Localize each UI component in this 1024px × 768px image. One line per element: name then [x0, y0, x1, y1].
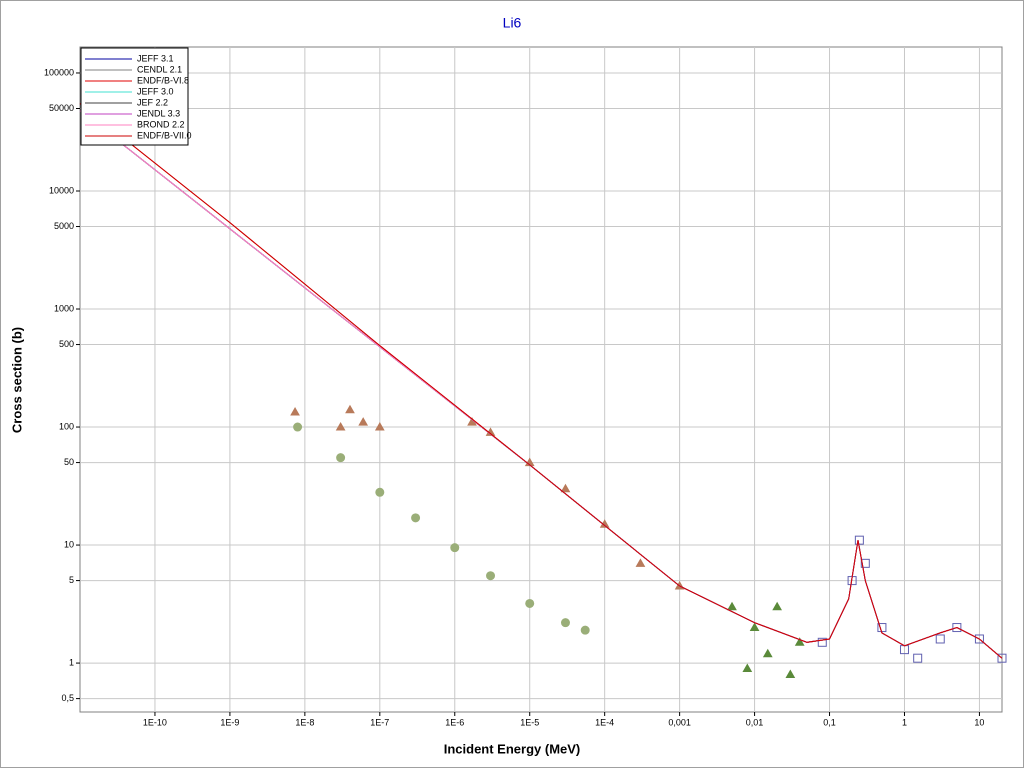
- x-tick-label: 1E-10: [143, 717, 167, 727]
- x-tick-label: 1: [902, 717, 907, 727]
- legend-label: JENDL 3.3: [137, 108, 180, 118]
- legend-label: BROND 2.2: [137, 119, 185, 129]
- y-tick-label: 1000: [54, 303, 74, 313]
- data-point: [749, 622, 760, 632]
- y-tick-label: 10: [64, 539, 74, 549]
- data-point: [375, 487, 385, 497]
- x-tick-label: 1E-6: [445, 717, 464, 727]
- data-point: [374, 422, 385, 431]
- legend-label: JEF 2.2: [137, 97, 168, 107]
- data-point: [486, 571, 496, 581]
- data-point: [974, 634, 984, 644]
- x-tick-label: 1E-8: [295, 717, 314, 727]
- data-point: [860, 558, 870, 568]
- data-point: [335, 422, 346, 431]
- chart-title: Li6: [503, 15, 522, 31]
- data-point: [635, 558, 646, 567]
- data-point: [727, 601, 737, 611]
- data-point: [450, 543, 460, 553]
- x-tick-label: 1E-7: [370, 717, 389, 727]
- y-tick-label: 5000: [54, 221, 74, 231]
- x-tick-label: 0,01: [746, 717, 764, 727]
- data-point: [411, 513, 421, 523]
- data-point: [560, 483, 571, 493]
- y-tick-label: 0,5: [61, 693, 74, 703]
- y-tick-label: 50: [64, 457, 74, 467]
- data-point: [935, 634, 945, 644]
- x-tick-label: 10: [974, 717, 984, 727]
- marks: [79, 103, 1007, 679]
- data-point: [854, 535, 864, 545]
- y-tick-label: 500: [59, 339, 74, 349]
- legend-label: JEFF 3.0: [137, 86, 174, 96]
- data-point: [293, 422, 303, 432]
- grid: 1E-10 1E-9 1E-8 1E-7 1E-6 1E-5 1E-4 0,001 0,01 0,…: [44, 47, 1002, 727]
- x-tick-label: 0,1: [823, 717, 836, 727]
- y-tick-label: 100000: [44, 67, 74, 77]
- series-line: [79, 103, 1003, 659]
- data-point: [817, 637, 827, 647]
- data-point: [560, 618, 570, 628]
- legend-box: [80, 47, 189, 146]
- x-tick-label: 1E-4: [595, 717, 614, 727]
- x-axis-title: Incident Energy (MeV): [444, 741, 581, 756]
- y-axis-title: Cross section (b): [9, 327, 24, 433]
- legend-label: JEFF 3.1: [137, 53, 174, 63]
- data-point: [290, 407, 300, 416]
- data-point: [772, 601, 783, 611]
- data-point: [762, 648, 773, 658]
- legend-label: ENDF/B-VI.8: [137, 75, 189, 85]
- data-point: [358, 417, 369, 426]
- y-tick-label: 10000: [49, 185, 74, 195]
- data-point: [794, 637, 805, 646]
- x-tick-label: 1E-9: [220, 717, 239, 727]
- data-point: [997, 653, 1007, 663]
- data-point: [913, 653, 923, 663]
- y-tick-label: 100: [59, 421, 74, 431]
- x-tick-label: 0,001: [668, 717, 691, 727]
- y-tick-label: 5: [69, 575, 74, 585]
- legend-label: CENDL 2.1: [137, 64, 182, 74]
- data-point: [580, 625, 590, 635]
- y-tick-label: 50000: [49, 103, 74, 113]
- data-point: [525, 598, 535, 608]
- data-point: [345, 404, 355, 414]
- y-tick-label: 1: [69, 657, 74, 667]
- data-point: [336, 453, 346, 463]
- legend-label: ENDF/B-VII.0: [137, 130, 192, 140]
- data-point: [952, 623, 962, 633]
- plot-area: [79, 46, 1003, 713]
- data-point: [785, 669, 796, 679]
- data-point: [742, 663, 753, 672]
- x-tick-label: 1E-5: [520, 717, 539, 727]
